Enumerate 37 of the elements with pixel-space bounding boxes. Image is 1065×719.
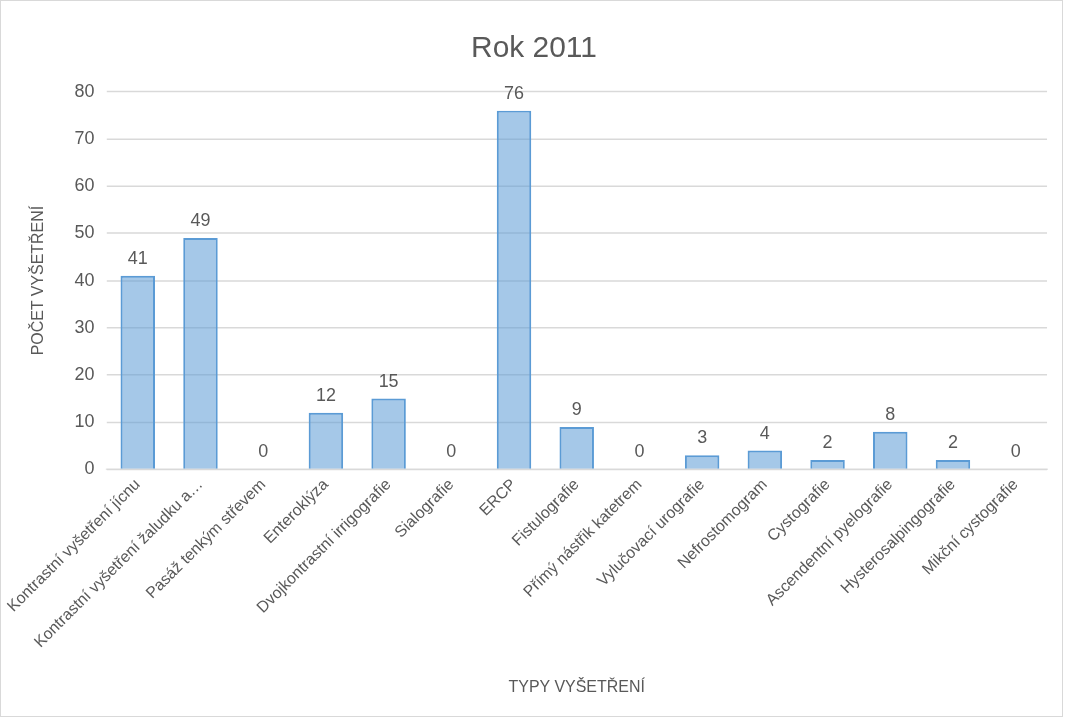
y-tick-label: 20: [74, 363, 95, 384]
data-label: 0: [1010, 441, 1021, 462]
y-tick-label: 30: [74, 316, 95, 337]
data-label: 2: [947, 431, 958, 452]
data-label: 2: [822, 431, 833, 452]
data-label: 8: [885, 403, 896, 424]
bar: [120, 275, 156, 469]
data-label: 3: [697, 427, 708, 448]
y-tick-label: 40: [74, 269, 95, 290]
bar: [873, 431, 908, 469]
bar: [183, 238, 218, 469]
y-tick-label: 50: [74, 222, 95, 243]
bar: [559, 426, 594, 469]
bar: [747, 450, 783, 469]
data-label: 0: [634, 441, 645, 462]
bar: [810, 459, 845, 469]
data-label: 4: [759, 422, 770, 443]
data-label: 0: [258, 441, 269, 462]
y-tick-label: 70: [74, 127, 95, 148]
data-label: 15: [378, 370, 399, 391]
data-label: 49: [190, 210, 211, 231]
bar: [496, 110, 532, 469]
data-label: 0: [446, 441, 457, 462]
data-label: 9: [571, 398, 582, 419]
y-tick-label: 60: [74, 175, 95, 196]
bar: [371, 398, 406, 469]
y-axis-title: POČET VYŠETŘENÍ: [28, 205, 47, 356]
data-label: 76: [504, 82, 525, 103]
data-label: 41: [127, 247, 148, 268]
y-tick-label: 0: [84, 458, 95, 479]
data-label: 12: [315, 384, 336, 405]
y-tick-label: 80: [74, 80, 95, 101]
chart-title: Rok 2011: [471, 30, 597, 64]
x-axis-title: TYPY VYŠETŘENÍ: [508, 676, 646, 695]
bar: [684, 455, 720, 469]
y-tick-label: 10: [74, 411, 95, 432]
bar: [308, 412, 344, 469]
